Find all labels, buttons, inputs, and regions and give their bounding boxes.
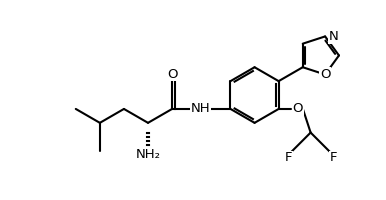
Text: N: N <box>329 30 339 43</box>
Text: O: O <box>167 68 177 81</box>
Text: NH: NH <box>191 102 210 115</box>
Text: O: O <box>320 68 330 81</box>
Text: NH₂: NH₂ <box>135 148 161 161</box>
Text: F: F <box>329 151 337 164</box>
Text: O: O <box>293 102 303 115</box>
Text: F: F <box>284 151 292 164</box>
